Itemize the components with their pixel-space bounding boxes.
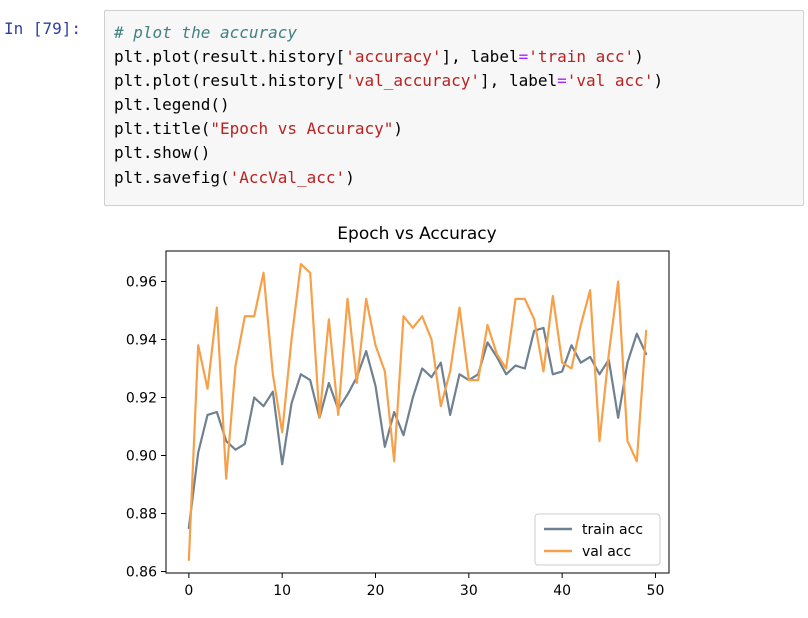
code-token: plt.show() xyxy=(114,143,211,163)
cell-output: Epoch vs Accuracy 0 10 20 30 40 50 0.86 0.88 0.9… xyxy=(104,214,704,614)
code-token: ], label xyxy=(441,47,519,67)
x-tick-label: 30 xyxy=(460,583,478,599)
legend-label: train acc xyxy=(582,522,643,538)
x-tick-label: 50 xyxy=(647,583,665,599)
code-line: plt.show() xyxy=(114,141,803,165)
legend-label: val acc xyxy=(582,544,631,560)
x-tick-label: 20 xyxy=(367,583,385,599)
code-token: "Epoch vs Accuracy" xyxy=(210,119,394,139)
code-token: plt.savefig( xyxy=(114,167,230,187)
cell-prompt: In [79]: xyxy=(4,19,82,38)
accuracy-chart: Epoch vs Accuracy 0 10 20 30 40 50 0.86 0.88 0.9… xyxy=(126,224,670,599)
y-tick-label: 0.92 xyxy=(126,390,157,406)
axes-layer: 0 10 20 30 40 50 0.86 0.88 0.90 0.92 0.94 0.96 xyxy=(126,274,665,599)
series-layer xyxy=(187,262,648,562)
code-token: 'accuracy' xyxy=(345,47,442,67)
series-line-1 xyxy=(187,262,648,562)
code-line: plt.legend() xyxy=(114,93,803,117)
chart-title: Epoch vs Accuracy xyxy=(337,224,496,244)
code-lines: # plot the accuracy plt.plot(result.histo… xyxy=(114,21,803,190)
y-tick-label: 0.86 xyxy=(126,565,157,581)
y-tick-label: 0.88 xyxy=(126,507,157,523)
y-tick-label: 0.90 xyxy=(126,449,157,465)
code-token: plt.title( xyxy=(114,119,211,139)
y-tick-label: 0.94 xyxy=(126,332,157,348)
code-token: ) xyxy=(393,119,403,139)
code-line: plt.plot(result.history['val_accuracy'],… xyxy=(114,69,803,93)
x-tick-label: 0 xyxy=(184,583,193,599)
code-token: ) xyxy=(634,47,644,67)
code-token: ) xyxy=(345,167,355,187)
code-token: ) xyxy=(653,71,664,91)
code-token: 'AccVal_acc' xyxy=(229,167,346,187)
code-cell-input[interactable]: # plot the accuracy plt.plot(result.histo… xyxy=(104,10,804,206)
code-token: = xyxy=(518,47,529,67)
x-tick-label: 40 xyxy=(553,583,571,599)
code-token: # plot the accuracy xyxy=(114,23,298,42)
series-line-0 xyxy=(187,326,648,530)
code-line: plt.plot(result.history['accuracy'], lab… xyxy=(114,45,803,69)
code-token: ], label xyxy=(480,71,558,91)
code-token: 'val_accuracy' xyxy=(345,71,481,91)
code-token: plt.legend() xyxy=(114,95,230,115)
code-token: = xyxy=(557,71,567,91)
x-tick-label: 10 xyxy=(273,583,291,599)
code-line: # plot the accuracy xyxy=(114,21,803,45)
legend: train acc val acc xyxy=(534,513,661,566)
code-token: plt.plot(result.history[ xyxy=(114,71,346,91)
code-token: plt.plot(result.history[ xyxy=(114,47,346,67)
code-token: 'val acc' xyxy=(566,71,654,91)
code-token: 'train acc' xyxy=(528,47,635,67)
code-line: plt.title("Epoch vs Accuracy") xyxy=(114,117,803,141)
code-line: plt.savefig('AccVal_acc') xyxy=(114,166,803,190)
y-tick-label: 0.96 xyxy=(126,274,157,290)
